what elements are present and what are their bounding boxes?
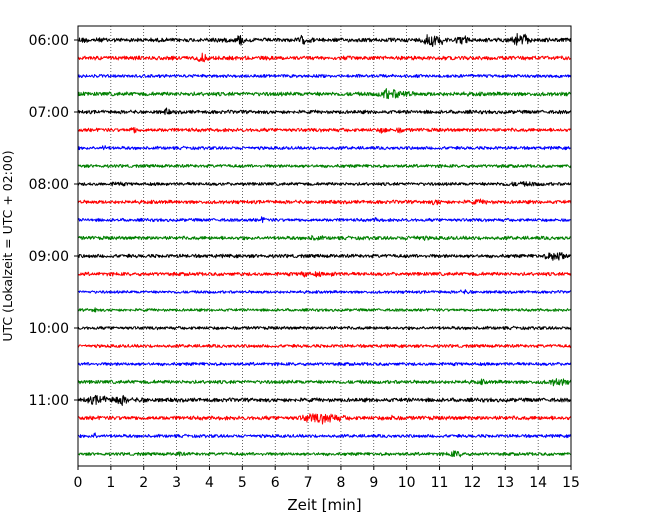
trace-0930 <box>77 289 572 295</box>
trace-0630 <box>77 73 572 79</box>
x-tick-label: 1 <box>106 475 115 491</box>
x-tick-label: 12 <box>463 475 481 491</box>
x-tick-label: 8 <box>336 475 345 491</box>
y-axis-label: UTC (Lokalzeit = UTC + 02:00) <box>0 150 15 341</box>
trace-0745 <box>77 163 572 169</box>
x-tick-label: 3 <box>172 475 181 491</box>
x-tick-label: 14 <box>529 475 547 491</box>
trace-0915 <box>77 271 572 278</box>
x-tick-label: 15 <box>562 475 580 491</box>
trace-0800 <box>77 180 572 187</box>
y-tick-label: 09:00 <box>29 249 69 265</box>
trace-0845 <box>77 234 572 241</box>
x-axis-label: Zeit [min] <box>287 496 361 514</box>
trace-1030 <box>77 361 572 367</box>
trace-0730 <box>77 145 572 151</box>
x-tick-label: 9 <box>369 475 378 491</box>
x-tick-label: 2 <box>139 475 148 491</box>
y-tick-label: 06:00 <box>29 33 69 49</box>
y-axis-ticks: 06:00 07:00 08:00 09:00 10:00 11:00 <box>29 33 78 409</box>
trace-1115 <box>77 413 572 425</box>
trace-1100 <box>77 394 572 406</box>
y-tick-label: 08:00 <box>29 177 69 193</box>
trace-1000 <box>77 325 572 331</box>
grid-layer <box>110 26 539 466</box>
x-tick-label: 6 <box>271 475 280 491</box>
y-tick-label: 10:00 <box>29 321 69 337</box>
trace-0600 <box>77 32 572 48</box>
trace-0815 <box>77 198 572 206</box>
x-tick-label: 7 <box>304 475 313 491</box>
trace-0900 <box>77 252 572 261</box>
trace-0645 <box>77 88 572 100</box>
y-tick-label: 11:00 <box>29 393 69 409</box>
trace-1045 <box>77 378 572 387</box>
x-tick-label: 4 <box>205 475 214 491</box>
trace-1130 <box>77 432 572 439</box>
x-tick-label: 5 <box>238 475 247 491</box>
trace-0615 <box>77 52 572 63</box>
trace-0830 <box>77 216 572 224</box>
x-axis-ticks: 0 1 2 3 4 5 6 7 8 9 10 11 12 13 14 15 <box>74 466 580 491</box>
trace-0715 <box>77 127 572 134</box>
plot-frame <box>77 25 572 467</box>
y-tick-label: 07:00 <box>29 105 69 121</box>
x-tick-label: 13 <box>496 475 514 491</box>
x-tick-label: 0 <box>74 475 83 491</box>
trace-0700 <box>77 107 572 116</box>
x-tick-label: 10 <box>398 475 416 491</box>
trace-0945 <box>77 307 572 313</box>
trace-1015 <box>77 343 572 349</box>
traces-layer <box>77 32 572 458</box>
trace-1145 <box>77 450 572 458</box>
x-tick-label: 11 <box>431 475 449 491</box>
